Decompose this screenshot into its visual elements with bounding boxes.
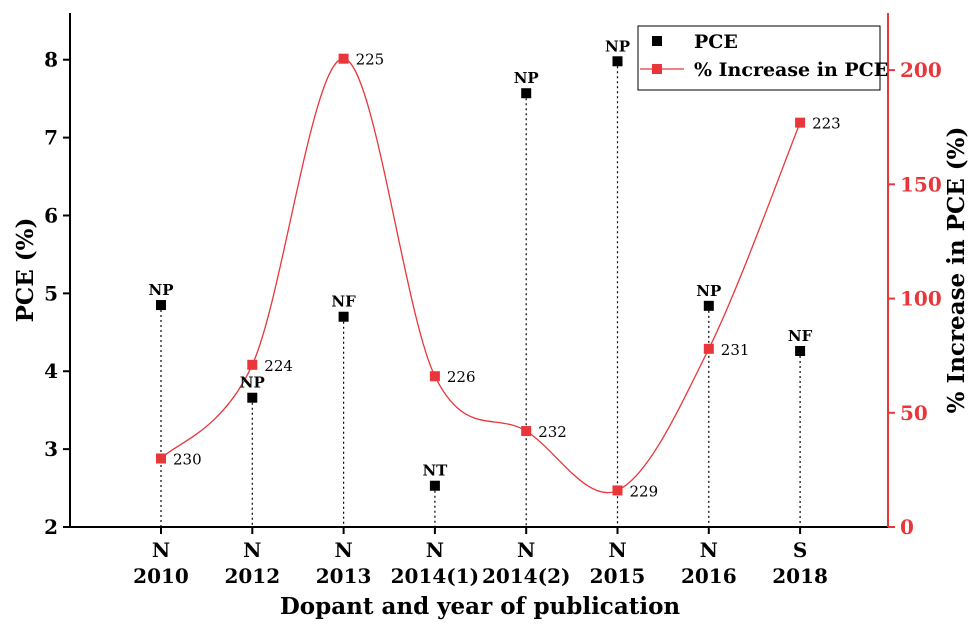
increase-point [795, 117, 806, 128]
pce-point [247, 392, 258, 403]
pce-point [338, 311, 349, 322]
right-tick-label: 150 [900, 172, 942, 196]
pce-point [429, 480, 440, 491]
right-tick-label: 100 [900, 287, 942, 311]
increase-point [247, 359, 258, 370]
pce-point [521, 88, 532, 99]
right-axis-title: % Increase in PCE (%) [943, 127, 970, 414]
right-tick-label: 50 [900, 401, 928, 425]
increase-point-label: 226 [447, 368, 476, 386]
pce-point [703, 300, 714, 311]
legend-label-increase: % Increase in PCE [694, 59, 888, 81]
increase-point-label: 232 [538, 423, 567, 441]
x-tick-label-dopant: N [152, 538, 170, 562]
x-tick-label-dopant: N [517, 538, 535, 562]
x-tick-label-year: 2013 [316, 564, 372, 588]
x-tick-label-year: 2018 [772, 564, 828, 588]
legend-box [637, 25, 881, 91]
pce-point-label: NT [422, 462, 448, 480]
increase-point-label: 225 [356, 51, 385, 69]
x-tick-label-dopant: N [700, 538, 718, 562]
x-tick-label-year: 2014(2) [482, 564, 571, 588]
increase-point [612, 485, 623, 496]
plot-area: 2345678050100150200N2010N2012N2013N2014(… [12, 13, 970, 620]
pce-point-label: NP [149, 281, 174, 299]
pce-point-label: NP [240, 374, 265, 392]
x-tick-label-dopant: S [793, 538, 807, 562]
increase-series-line [160, 58, 801, 494]
left-tick-label: 2 [44, 515, 58, 539]
increase-point-label: 229 [630, 482, 659, 500]
x-tick-label-year: 2016 [681, 564, 737, 588]
increase-point [338, 53, 349, 64]
increase-point-label: 231 [721, 341, 750, 359]
left-tick-label: 3 [44, 437, 58, 461]
legend-marker-increase [652, 64, 662, 74]
pce-point [795, 345, 806, 356]
x-tick-label-dopant: N [243, 538, 261, 562]
increase-point [429, 371, 440, 382]
right-tick-label: 0 [900, 515, 914, 539]
left-axis-title: PCE (%) [12, 218, 39, 323]
x-tick-label-year: 2015 [590, 564, 646, 588]
increase-point-label: 230 [173, 450, 202, 468]
x-axis-title: Dopant and year of publication [280, 593, 681, 620]
x-tick-label-dopant: N [334, 538, 352, 562]
pce-point-label: NP [696, 282, 721, 300]
pce-point-label: NP [605, 37, 630, 55]
increase-point [156, 453, 166, 464]
x-tick-label-year: 2014(1) [391, 564, 480, 588]
legend-marker-pce [652, 36, 662, 46]
pce-point [612, 56, 623, 67]
increase-point-label: 224 [264, 357, 293, 375]
x-tick-label-dopant: N [608, 538, 626, 562]
pce-point-label: NP [514, 69, 539, 87]
x-tick-label-year: 2010 [133, 564, 189, 588]
right-tick-label: 200 [900, 58, 942, 82]
left-tick-label: 4 [44, 359, 58, 383]
pce-point-label: NF [788, 327, 813, 345]
pce-point [156, 300, 166, 311]
left-tick-label: 5 [44, 281, 58, 305]
left-tick-label: 8 [44, 48, 58, 72]
increase-point-label: 223 [812, 115, 841, 133]
left-tick-label: 7 [44, 126, 58, 150]
pce-point-label: NF [331, 293, 356, 311]
increase-point [703, 343, 714, 354]
increase-point [521, 426, 532, 437]
legend-label-pce: PCE [694, 31, 738, 53]
x-tick-label-year: 2012 [224, 564, 280, 588]
x-tick-label-dopant: N [426, 538, 444, 562]
left-tick-label: 6 [44, 203, 58, 227]
